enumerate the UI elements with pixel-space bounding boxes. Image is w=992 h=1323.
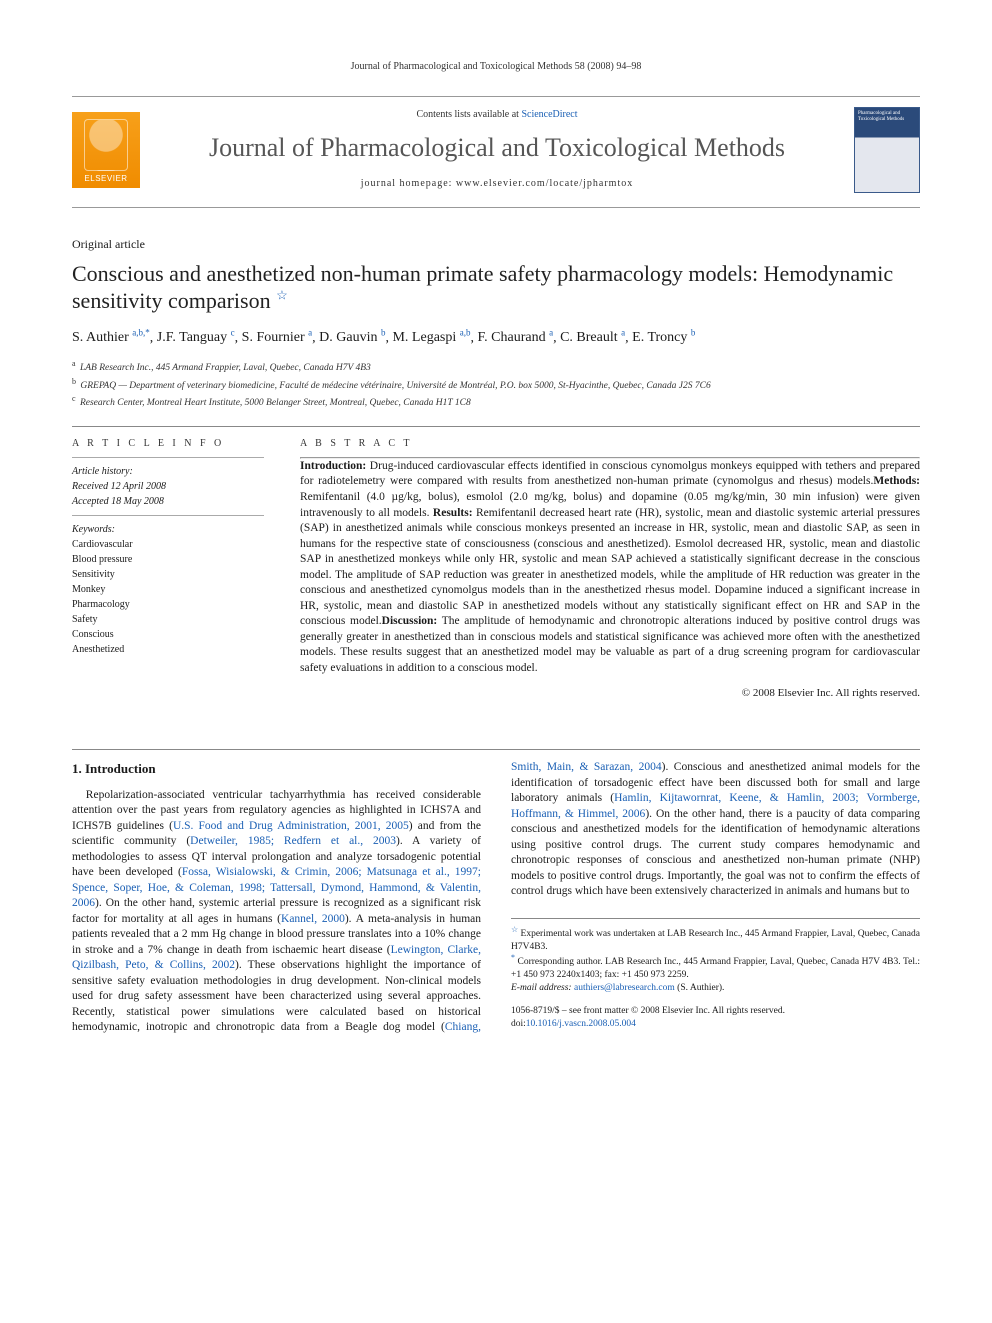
colophon: 1056-8719/$ – see front matter © 2008 El… <box>511 1005 920 1031</box>
email-link[interactable]: authiers@labresearch.com <box>574 983 675 993</box>
author: D. Gauvin b <box>319 330 385 345</box>
keywords-label: Keywords: <box>72 522 264 537</box>
affiliation: a LAB Research Inc., 445 Armand Frappier… <box>72 358 920 375</box>
abstract-results-label: Results: <box>433 507 473 519</box>
author-affil-marker: a <box>308 328 312 338</box>
contents-prefix: Contents lists available at <box>416 109 521 120</box>
running-head: Journal of Pharmacological and Toxicolog… <box>72 60 920 74</box>
email-label: E-mail address: <box>511 983 574 993</box>
footnotes: ☆ Experimental work was undertaken at LA… <box>511 918 920 995</box>
abstract-text: Introduction: Drug-induced cardiovascula… <box>300 459 920 676</box>
author: C. Breault a <box>560 330 625 345</box>
corresponding-author-note: * Corresponding author. LAB Research Inc… <box>511 953 920 982</box>
author-affil-marker: b <box>691 328 696 338</box>
keyword: Monkey <box>72 582 264 597</box>
email-line: E-mail address: authiers@labresearch.com… <box>511 982 920 995</box>
author-affil-marker: a,b,* <box>132 328 150 338</box>
abstract-intro-label: Introduction: <box>300 460 366 472</box>
author-affil-marker: a <box>621 328 625 338</box>
citation-link[interactable]: Kannel, 2000 <box>281 913 345 925</box>
note-text: Experimental work was undertaken at LAB … <box>511 929 920 952</box>
p2d: ). On the other hand, there is a paucity… <box>511 808 920 898</box>
abstract-discussion-label: Discussion: <box>382 615 438 627</box>
author-affil-marker: b <box>381 328 386 338</box>
keyword: Conscious <box>72 627 264 642</box>
article-info-column: A R T I C L E I N F O Article history: R… <box>72 437 264 701</box>
history-label: Article history: <box>72 464 264 479</box>
abstract-heading: A B S T R A C T <box>300 437 920 451</box>
journal-homepage: journal homepage: www.elsevier.com/locat… <box>154 177 840 191</box>
affiliation: c Research Center, Montreal Heart Instit… <box>72 393 920 410</box>
abstract-copyright: © 2008 Elsevier Inc. All rights reserved… <box>300 686 920 701</box>
elsevier-tree-icon <box>84 119 128 171</box>
authors-line: S. Authier a,b,*, J.F. Tanguay c, S. Fou… <box>72 327 920 349</box>
article-type: Original article <box>72 236 920 252</box>
sciencedirect-link[interactable]: ScienceDirect <box>521 109 577 120</box>
corr-text: Corresponding author. LAB Research Inc.,… <box>511 958 920 981</box>
section-number: 1. <box>72 761 82 776</box>
doi-link[interactable]: 10.1016/j.vascn.2008.05.004 <box>526 1019 636 1029</box>
author-affil-marker: a <box>549 328 553 338</box>
citation-link[interactable]: U.S. Food and Drug Administration, 2001,… <box>173 820 409 832</box>
keywords-list: CardiovascularBlood pressureSensitivityM… <box>72 537 264 657</box>
author-affil-marker: a,b <box>460 328 471 338</box>
author: M. Legaspi a,b <box>392 330 470 345</box>
title-note-symbol[interactable]: ☆ <box>276 288 288 303</box>
citation-link[interactable]: Detweiler, 1985; Redfern et al., 2003 <box>190 835 396 847</box>
doi-line: doi:10.1016/j.vascn.2008.05.004 <box>511 1018 920 1031</box>
author: J.F. Tanguay c <box>157 330 235 345</box>
keyword: Pharmacology <box>72 597 264 612</box>
section-heading: 1. Introduction <box>72 760 481 778</box>
title-text: Conscious and anesthetized non-human pri… <box>72 261 893 314</box>
section-title: Introduction <box>85 761 156 776</box>
keyword: Cardiovascular <box>72 537 264 552</box>
email-suffix: (S. Authier). <box>675 983 725 993</box>
abstract-column: A B S T R A C T Introduction: Drug-induc… <box>300 437 920 701</box>
elsevier-label: ELSEVIER <box>84 174 127 185</box>
abstract-intro: Drug-induced cardiovascular effects iden… <box>300 460 920 488</box>
abstract-methods-label: Methods: <box>873 475 920 487</box>
elsevier-logo: ELSEVIER <box>72 112 140 188</box>
journal-cover-thumb: Pharmacological and Toxicological Method… <box>854 107 920 193</box>
author-affil-marker: c <box>231 328 235 338</box>
author: F. Chaurand a <box>478 330 554 345</box>
cover-caption: Pharmacological and Toxicological Method… <box>858 111 916 125</box>
p1e: ). A meta-analysis in <box>345 913 445 925</box>
title-note: ☆ Experimental work was undertaken at LA… <box>511 925 920 954</box>
masthead: ELSEVIER Contents lists available at Sci… <box>72 96 920 208</box>
section-rule <box>72 426 920 427</box>
received-date: Received 12 April 2008 <box>72 479 264 494</box>
keyword: Blood pressure <box>72 552 264 567</box>
article-title: Conscious and anesthetized non-human pri… <box>72 260 920 315</box>
affiliations: a LAB Research Inc., 445 Armand Frappier… <box>72 358 920 410</box>
keyword: Anesthetized <box>72 642 264 657</box>
keyword: Sensitivity <box>72 567 264 582</box>
author: E. Troncy b <box>632 330 695 345</box>
author: S. Fournier a <box>242 330 313 345</box>
front-matter-line: 1056-8719/$ – see front matter © 2008 El… <box>511 1005 920 1018</box>
contents-line: Contents lists available at ScienceDirec… <box>154 108 840 122</box>
abstract-results: Remifentanil decreased heart rate (HR), … <box>300 507 920 628</box>
affiliation: b GREPAQ — Department of veterinary biom… <box>72 376 920 393</box>
body-columns: 1. Introduction Repolarization-associate… <box>72 760 920 1036</box>
keyword: Safety <box>72 612 264 627</box>
section-rule-2 <box>72 749 920 750</box>
author: S. Authier a,b,* <box>72 330 150 345</box>
article-info-heading: A R T I C L E I N F O <box>72 437 264 451</box>
accepted-date: Accepted 18 May 2008 <box>72 494 264 509</box>
doi-prefix: doi: <box>511 1019 526 1029</box>
journal-name: Journal of Pharmacological and Toxicolog… <box>154 130 840 165</box>
